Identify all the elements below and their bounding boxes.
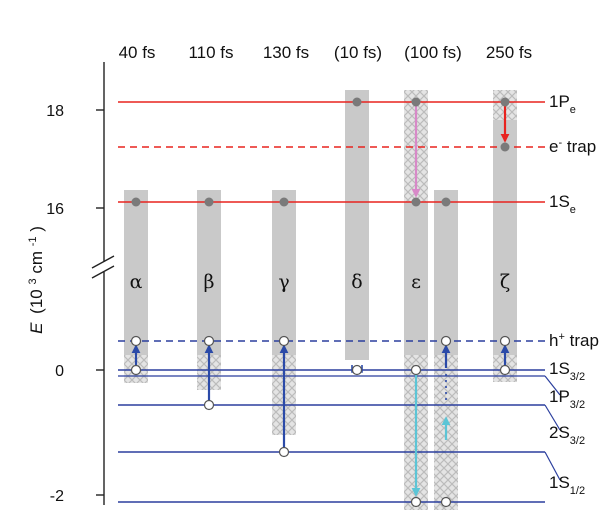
timescale-delta: (10 fs) [334,43,382,62]
hole-epsilon-side-1s12 [440,496,452,508]
tick-label-18: 18 [46,103,64,120]
tick-label-0: 0 [55,363,64,380]
axis-break-2 [91,265,115,279]
tick-label-m2: -2 [50,488,64,505]
label-1pe-sub: e [570,104,576,116]
hole-epsilon-1s32 [410,364,422,376]
y-axis-tail: cm [27,251,46,274]
timescale-gamma: 130 fs [263,43,309,62]
label-alpha: α [130,271,143,293]
dot-epsilon-1pe [411,97,421,107]
leader-1s12 [544,451,561,481]
y-axis-exp2: -1 [27,236,39,246]
timescale-header: 40 fs 110 fs 130 fs (10 fs) (100 fs) 250… [119,43,533,62]
label-epsilon: ε [411,271,421,293]
energy-levels [118,101,545,503]
hole-zeta-1s32 [499,364,511,376]
label-htrap: h+ trap [549,331,599,350]
hole-dots [130,335,511,508]
label-zeta: ζ [500,271,510,293]
dot-delta-1pe [352,97,362,107]
label-1p32-main: 1P [549,387,570,406]
dot-zeta-etrap [500,142,510,152]
leader-1p32 [544,375,561,396]
label-gamma: γ [278,271,289,293]
dot-alpha-1se [131,197,141,207]
dot-epsilon-1se [411,197,421,207]
column-bars [124,90,517,510]
label-etrap-sup: - [558,137,562,149]
label-1se-main: 1S [549,192,570,211]
label-1s12-main: 1S [549,473,570,492]
y-axis-symbol: E [27,322,46,334]
bar-delta [345,90,369,360]
tick-label-16: 16 [46,201,64,218]
hole-alpha-1s32 [130,364,142,376]
dot-zeta-1pe [500,97,510,107]
label-etrap-prefix: e [549,137,558,156]
timescale-zeta: 250 fs [486,43,532,62]
label-etrap-rest: trap [562,137,596,156]
hole-alpha-trap [130,335,142,347]
y-tick-labels: 18 16 0 -2 [46,103,64,505]
electron-dots [131,97,510,207]
timescale-epsilon: (100 fs) [404,43,462,62]
label-1se-sub: e [570,204,576,216]
y-axis [91,62,115,505]
y-axis-units: (10 [27,289,46,314]
hole-epsilon-side-trap [440,335,452,347]
label-htrap-sup: + [558,331,564,343]
label-beta: β [204,271,215,293]
label-2s32-sub: 3/2 [570,435,585,447]
label-1s12-sub: 1/2 [570,485,585,497]
dot-epsilon-side-1se [441,197,451,207]
level-labels: 1Pe e- trap 1Se h+ trap 1S3/2 1P3/2 2S3/… [549,92,599,497]
label-1s32-main: 1S [549,359,570,378]
transition-arrows [131,104,510,497]
label-htrap-prefix: h [549,331,558,350]
label-1s12: 1S1/2 [549,473,585,497]
label-1pe-main: 1P [549,92,570,111]
hole-gamma-trap [278,335,290,347]
label-etrap: e- trap [549,137,596,156]
label-2s32: 2S3/2 [549,423,585,447]
hole-beta-1p32 [203,399,215,411]
axis-break-1 [91,255,115,269]
y-axis-label: E (10 3 cm -1 ) [27,226,46,334]
label-delta: δ [351,271,362,293]
dot-beta-1se [204,197,214,207]
hole-zeta-trap [499,335,511,347]
label-2s32-main: 2S [549,423,570,442]
hole-gamma-2s32 [278,446,290,458]
label-1p32: 1P3/2 [549,387,585,411]
dot-gamma-1se [279,197,289,207]
label-1p32-sub: 3/2 [570,399,585,411]
column-labels: α β γ δ ε ζ [130,271,511,293]
label-htrap-rest: trap [565,331,599,350]
hole-epsilon-1s12 [410,496,422,508]
label-1s32: 1S3/2 [549,359,585,383]
timescale-alpha: 40 fs [119,43,156,62]
label-1se: 1Se [549,192,576,216]
hole-delta-1s32 [351,364,363,376]
leader-2s32 [544,404,561,431]
y-axis-close: ) [27,226,46,232]
leader-lines [544,375,561,481]
timescale-beta: 110 fs [188,43,233,62]
hole-beta-trap [203,335,215,347]
label-1s32-sub: 3/2 [570,371,585,383]
label-1pe: 1Pe [549,92,576,116]
y-axis-exp: 3 [27,278,39,284]
